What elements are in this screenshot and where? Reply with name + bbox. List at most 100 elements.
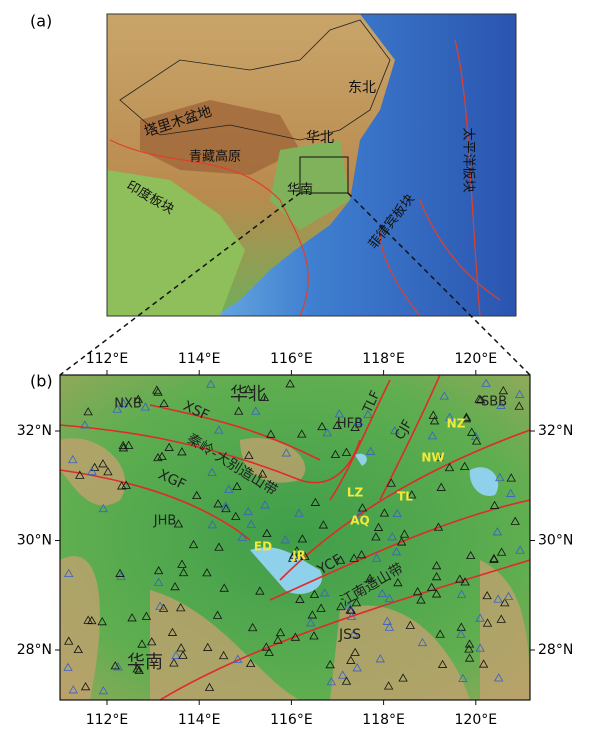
station bbox=[307, 610, 318, 619]
station bbox=[294, 508, 304, 517]
station bbox=[428, 410, 439, 419]
station bbox=[113, 662, 123, 671]
station bbox=[147, 637, 157, 646]
station bbox=[137, 639, 147, 648]
station bbox=[192, 490, 202, 500]
plateau bbox=[140, 100, 300, 175]
station bbox=[460, 577, 470, 586]
panel-a-map bbox=[107, 14, 516, 316]
station bbox=[492, 527, 503, 536]
station bbox=[371, 532, 381, 541]
station bbox=[435, 629, 445, 638]
station bbox=[220, 501, 231, 510]
station bbox=[431, 589, 442, 598]
station bbox=[399, 529, 410, 538]
zoom-line bbox=[59, 192, 531, 376]
station bbox=[212, 610, 223, 619]
station bbox=[319, 588, 330, 597]
station bbox=[470, 431, 481, 440]
station bbox=[264, 647, 274, 656]
station bbox=[515, 545, 525, 554]
station bbox=[173, 519, 184, 528]
station bbox=[336, 601, 346, 611]
station bbox=[141, 611, 152, 620]
station bbox=[188, 539, 199, 549]
station bbox=[417, 637, 428, 647]
station bbox=[489, 554, 499, 563]
station bbox=[178, 567, 189, 577]
station bbox=[155, 601, 165, 610]
station bbox=[434, 452, 444, 462]
station bbox=[429, 416, 440, 425]
station bbox=[349, 553, 359, 562]
station bbox=[132, 664, 142, 673]
x-tick-label: 120°E bbox=[455, 712, 498, 728]
station bbox=[177, 447, 187, 456]
station bbox=[202, 568, 212, 577]
station bbox=[285, 379, 295, 388]
feature-label: SBB bbox=[481, 395, 507, 410]
station bbox=[118, 443, 129, 452]
station bbox=[475, 643, 485, 652]
y-tick-label: 28°N bbox=[538, 642, 573, 658]
panel-b-frame bbox=[59, 374, 531, 701]
station bbox=[510, 516, 520, 525]
station bbox=[261, 642, 272, 651]
feature-label: JR bbox=[291, 549, 306, 563]
y-tick-label: 28°N bbox=[17, 642, 52, 658]
station bbox=[363, 409, 373, 418]
station bbox=[506, 473, 516, 482]
station bbox=[300, 551, 310, 560]
station bbox=[176, 643, 186, 652]
station bbox=[433, 522, 444, 531]
station bbox=[97, 617, 107, 626]
station bbox=[326, 677, 336, 686]
station bbox=[467, 427, 477, 436]
station bbox=[475, 613, 485, 622]
station bbox=[506, 488, 516, 497]
station bbox=[73, 644, 83, 654]
station bbox=[289, 550, 299, 559]
station bbox=[266, 429, 276, 438]
station bbox=[244, 450, 254, 459]
station bbox=[444, 412, 455, 421]
feature-label: NW bbox=[421, 451, 444, 465]
station bbox=[140, 402, 151, 411]
south-china bbox=[270, 140, 350, 230]
station bbox=[391, 547, 402, 556]
station bbox=[153, 452, 163, 462]
station bbox=[382, 616, 392, 625]
station bbox=[118, 440, 128, 450]
station bbox=[98, 686, 109, 695]
station bbox=[455, 574, 465, 583]
station bbox=[110, 661, 120, 670]
feature-label: JHB bbox=[153, 514, 177, 529]
station bbox=[427, 431, 438, 440]
station bbox=[496, 547, 507, 556]
station bbox=[233, 654, 243, 663]
station bbox=[317, 421, 327, 431]
station bbox=[251, 406, 261, 415]
station bbox=[177, 559, 187, 568]
station bbox=[167, 627, 178, 636]
station bbox=[464, 653, 475, 662]
station bbox=[275, 627, 286, 637]
station bbox=[164, 442, 174, 451]
station bbox=[103, 467, 113, 476]
panel-a-frame bbox=[106, 13, 517, 317]
station bbox=[152, 385, 162, 394]
feature-label: LZ bbox=[347, 486, 364, 500]
station bbox=[257, 469, 268, 478]
station bbox=[117, 481, 127, 490]
station bbox=[153, 565, 164, 575]
study-area-box bbox=[299, 156, 349, 194]
station bbox=[203, 642, 213, 651]
border bbox=[119, 19, 391, 141]
station bbox=[246, 519, 256, 528]
station bbox=[153, 577, 164, 586]
plate-boundary bbox=[109, 39, 501, 316]
station bbox=[170, 582, 180, 591]
station bbox=[290, 632, 301, 641]
station bbox=[475, 395, 486, 404]
station bbox=[351, 598, 362, 607]
